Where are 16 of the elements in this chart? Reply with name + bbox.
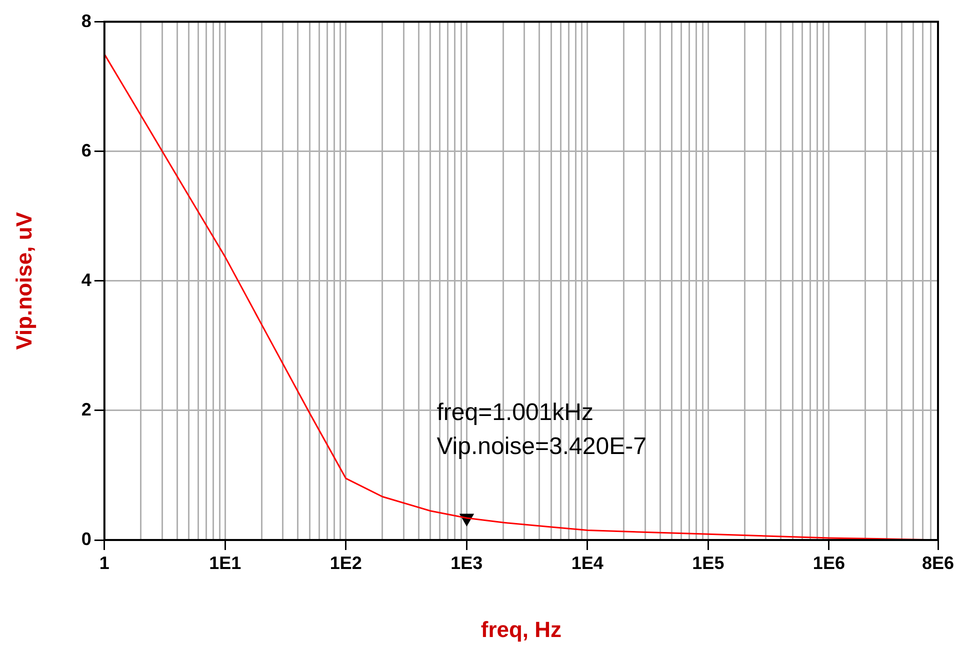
x-tick-label: 1E1 <box>209 552 242 573</box>
x-axis-title: freq, Hz <box>480 616 562 642</box>
y-tick-label: 4 <box>81 270 92 290</box>
x-tick-label: 1E5 <box>692 552 724 573</box>
annotation: freq=1.001kHz Vip.noise=3.420E-7 <box>436 398 646 460</box>
x-tick-label: 1E3 <box>450 552 483 573</box>
x-tick-label: 8E6 <box>922 552 954 573</box>
y-tick-label: 8 <box>81 10 92 31</box>
x-tick-label: 1 <box>99 552 110 573</box>
x-tick-label: 1E4 <box>571 552 604 573</box>
x-tick-label: 1E6 <box>812 552 845 573</box>
y-tick-label: 0 <box>81 528 92 549</box>
x-tick-label: 1E2 <box>330 552 362 573</box>
y-axis-title: Vip.noise, uV <box>11 212 36 350</box>
y-tick-label: 6 <box>81 140 92 160</box>
y-tick-label: 2 <box>81 399 92 420</box>
